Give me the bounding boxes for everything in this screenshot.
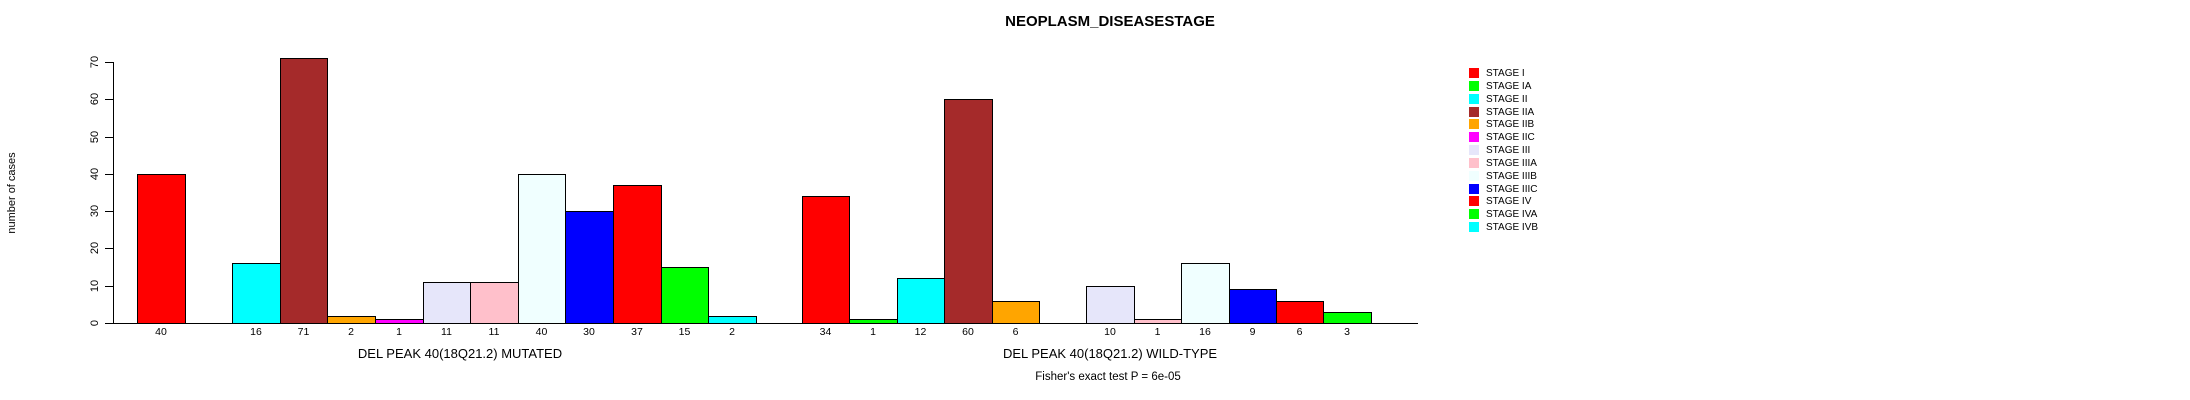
bar-value-label-stage-iiib-1: 16 (1199, 326, 1211, 338)
bar-value-label-stage-i-0: 40 (155, 326, 167, 338)
bar-stage-iiia-1 (1134, 319, 1182, 324)
bar-value-label-stage-ii-1: 12 (914, 326, 927, 338)
bar-stage-iic-0 (375, 319, 424, 324)
legend-swatch-stage-iiia (1469, 158, 1479, 168)
y-tick-label-10: 10 (89, 279, 101, 293)
bar-stage-ia-1 (849, 319, 898, 324)
y-tick-label-0: 0 (89, 319, 101, 327)
legend-label-stage-iia: STAGE IIA (1486, 107, 1535, 118)
bar-value-label-stage-iv-1: 6 (1296, 326, 1303, 338)
legend-label-stage-iv: STAGE IV (1486, 196, 1532, 207)
y-tick-label-70: 70 (89, 55, 101, 69)
legend-label-stage-iiia: STAGE IIIA (1486, 158, 1537, 169)
bar-value-label-stage-iva-1: 3 (1344, 326, 1350, 338)
y-tick-60 (105, 99, 113, 100)
legend-label-stage-ia: STAGE IA (1486, 81, 1532, 92)
bar-stage-iib-1 (992, 301, 1040, 324)
y-tick-10 (105, 286, 113, 287)
y-tick-30 (105, 211, 113, 212)
y-tick-label-60: 60 (89, 92, 101, 106)
fisher-test-annotation: Fisher's exact test P = 6e-05 (1035, 371, 1181, 383)
bar-stage-iiic-1 (1229, 289, 1277, 324)
y-tick-20 (105, 248, 113, 249)
legend-swatch-stage-ia (1469, 81, 1479, 91)
bar-value-label-stage-ii-0: 16 (250, 326, 262, 338)
legend-swatch-stage-ivb (1469, 222, 1479, 232)
legend-swatch-stage-i (1469, 68, 1479, 78)
bar-stage-i-1 (802, 196, 850, 324)
bar-value-label-stage-iiic-0: 30 (583, 326, 595, 338)
bar-stage-i-0 (137, 174, 186, 324)
bar-value-label-stage-iiia-1: 1 (1154, 326, 1161, 338)
legend-label-stage-iib: STAGE IIB (1486, 119, 1535, 130)
bar-stage-iib-0 (327, 316, 376, 324)
bar-stage-iv-0 (613, 185, 662, 324)
bar-value-label-stage-iia-0: 71 (297, 326, 310, 338)
legend-swatch-stage-iiic (1469, 184, 1479, 194)
legend-label-stage-iii: STAGE III (1486, 145, 1531, 156)
bar-stage-iia-0 (280, 58, 328, 324)
legend-label-stage-iic: STAGE IIC (1486, 132, 1535, 143)
legend-label-stage-ivb: STAGE IVB (1486, 222, 1539, 233)
bar-stage-iii-0 (423, 282, 471, 324)
y-tick-label-30: 30 (89, 204, 101, 218)
bar-stage-iii-1 (1086, 286, 1135, 324)
y-tick-label-40: 40 (89, 167, 101, 181)
y-tick-40 (105, 174, 113, 175)
legend-swatch-stage-iia (1469, 107, 1479, 117)
bar-value-label-stage-iia-1: 60 (962, 326, 974, 338)
legend-swatch-stage-ii (1469, 94, 1479, 104)
bar-stage-iia-1 (944, 99, 993, 324)
legend-label-stage-iva: STAGE IVA (1486, 209, 1538, 220)
legend-swatch-stage-iva (1469, 209, 1479, 219)
y-axis-line (113, 62, 114, 323)
bar-stage-ivb-0 (708, 316, 757, 324)
y-tick-label-50: 50 (89, 130, 101, 144)
bar-value-label-stage-iic-0: 1 (396, 326, 402, 338)
bar-stage-ii-0 (232, 263, 281, 324)
legend-label-stage-iiib: STAGE IIIB (1486, 171, 1537, 182)
bar-value-label-stage-iv-0: 37 (631, 326, 643, 338)
chart-title: NEOPLASM_DISEASESTAGE (1005, 13, 1215, 30)
bar-value-label-stage-iii-1: 10 (1104, 326, 1116, 338)
bar-stage-iv-1 (1276, 301, 1324, 324)
y-axis-title: number of cases (6, 152, 18, 234)
bar-value-label-stage-ivb-0: 2 (729, 326, 735, 338)
bar-stage-iva-0 (661, 267, 709, 324)
bar-stage-iiic-0 (565, 211, 614, 324)
legend-swatch-stage-iiib (1469, 171, 1479, 181)
y-tick-50 (105, 137, 113, 138)
bar-stage-iva-1 (1323, 312, 1372, 324)
legend-label-stage-iiic: STAGE IIIC (1486, 184, 1538, 195)
bar-value-label-stage-iiib-0: 40 (535, 326, 548, 338)
legend-label-stage-i: STAGE I (1486, 68, 1525, 79)
legend-label-stage-ii: STAGE II (1486, 94, 1528, 105)
y-tick-0 (105, 323, 113, 324)
x-axis-label-wildtype: DEL PEAK 40(18Q21.2) WILD-TYPE (1002, 346, 1218, 361)
bar-stage-iiib-1 (1181, 263, 1230, 324)
bar-value-label-stage-iiia-0: 11 (488, 326, 500, 338)
y-tick-label-20: 20 (89, 241, 101, 255)
bar-value-label-stage-iva-0: 15 (678, 326, 691, 338)
bar-value-label-stage-i-1: 34 (819, 326, 832, 338)
legend-swatch-stage-iib (1469, 119, 1479, 129)
x-axis-label-mutated: DEL PEAK 40(18Q21.2) MUTATED (357, 346, 563, 361)
bar-value-label-stage-ia-1: 1 (870, 326, 876, 338)
bar-stage-iiia-0 (470, 282, 519, 324)
legend-swatch-stage-iic (1469, 132, 1479, 142)
bar-value-label-stage-iib-1: 6 (1012, 326, 1019, 338)
legend-swatch-stage-iv (1469, 196, 1479, 206)
bar-value-label-stage-iiic-1: 9 (1249, 326, 1256, 338)
y-tick-70 (105, 62, 113, 63)
bar-value-label-stage-iii-0: 11 (441, 326, 452, 338)
bar-stage-iiib-0 (518, 174, 566, 324)
bar-stage-ii-1 (897, 278, 945, 324)
legend-swatch-stage-iii (1469, 145, 1479, 155)
bar-value-label-stage-iib-0: 2 (348, 326, 354, 338)
